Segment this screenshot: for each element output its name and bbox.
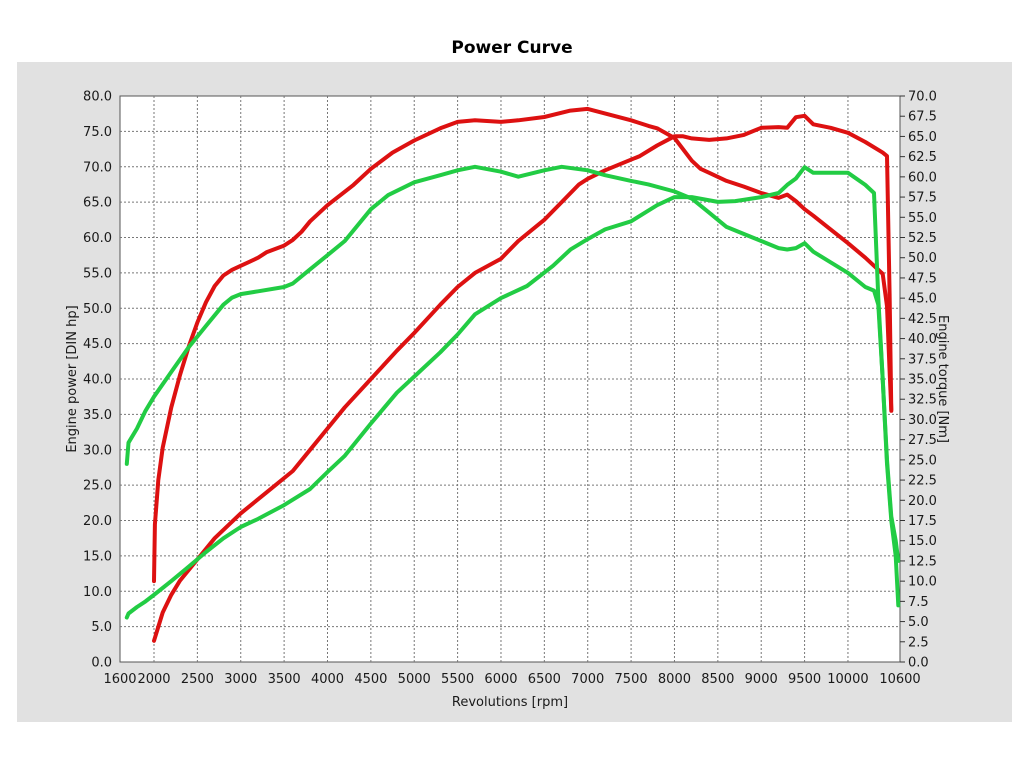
right-y-tick-label: 62.5: [908, 150, 937, 165]
x-tick-label: 5000: [398, 672, 431, 687]
left-y-tick-label: 25.0: [83, 479, 112, 494]
x-tick-label: 7500: [615, 672, 648, 687]
left-y-tick-label: 15.0: [83, 549, 112, 564]
x-axis-ticks: 1600 2000 2500 3000 3500 4000 4500 5000 5500 6000…: [103, 672, 920, 687]
right-y-tick-label: 22.5: [908, 474, 937, 489]
x-tick-label: 7000: [571, 672, 604, 687]
x-tick-label: 10000: [827, 672, 868, 687]
right-y-tick-label: 47.5: [908, 271, 937, 286]
grid-lines: [120, 96, 900, 662]
right-y-tick-label: 70.0: [908, 90, 937, 105]
series-line-1: [152, 106, 894, 584]
left-y-axis-label: Engine power [DIN hp]: [65, 305, 80, 452]
right-y-tick-label: 5.0: [908, 615, 929, 630]
left-y-tick-label: 5.0: [91, 620, 112, 635]
x-tick-label: 1600: [103, 672, 136, 687]
chart-panel: 1600 2000 2500 3000 3500 4000 4500 5000 5500 6000…: [17, 62, 1012, 722]
right-y-tick-label: 15.0: [908, 534, 937, 549]
right-y-tick-label: 32.5: [908, 393, 937, 408]
left-y-tick-label: 60.0: [83, 231, 112, 246]
data-series: [124, 106, 901, 643]
left-y-tick-label: 65.0: [83, 196, 112, 211]
right-y-tick-label: 35.0: [908, 373, 937, 388]
x-tick-label: 2000: [137, 672, 170, 687]
x-tick-label: 6500: [528, 672, 561, 687]
x-tick-label: 3000: [224, 672, 257, 687]
right-y-tick-label: 57.5: [908, 191, 937, 206]
right-y-axis-ticks: 0.0 2.5 5.0 7.5 10.0 12.5 15.0 17.5 20.0 22.5 25.0…: [900, 90, 937, 671]
right-y-tick-label: 20.0: [908, 494, 937, 509]
right-y-tick-label: 55.0: [908, 211, 937, 226]
x-tick-label: 4000: [311, 672, 344, 687]
x-tick-label: 5500: [441, 672, 474, 687]
x-tick-label: 6000: [484, 672, 517, 687]
x-tick-label: 8500: [701, 672, 734, 687]
right-y-tick-label: 12.5: [908, 554, 937, 569]
right-y-tick-label: 50.0: [908, 251, 937, 266]
left-y-tick-label: 75.0: [83, 125, 112, 140]
chart-title: Power Curve: [451, 38, 573, 58]
right-y-tick-label: 40.0: [908, 332, 937, 347]
right-y-tick-label: 10.0: [908, 575, 937, 590]
left-y-tick-label: 70.0: [83, 160, 112, 175]
left-y-tick-label: 10.0: [83, 585, 112, 600]
left-y-tick-label: 55.0: [83, 266, 112, 281]
right-y-tick-label: 45.0: [908, 292, 937, 307]
x-tick-label: 2500: [181, 672, 214, 687]
right-y-tick-label: 67.5: [908, 110, 937, 125]
right-y-tick-label: 27.5: [908, 433, 937, 448]
x-tick-label: 8000: [658, 672, 691, 687]
x-tick-label: 4500: [354, 672, 387, 687]
right-y-tick-label: 37.5: [908, 352, 937, 367]
x-tick-label: 9000: [745, 672, 778, 687]
left-y-tick-label: 30.0: [83, 443, 112, 458]
series-line-2: [152, 113, 894, 643]
right-y-tick-label: 0.0: [908, 656, 929, 671]
right-y-axis-label: Engine torque [Nm]: [935, 315, 950, 443]
right-y-tick-label: 25.0: [908, 453, 937, 468]
right-y-tick-label: 52.5: [908, 231, 937, 246]
right-y-tick-label: 42.5: [908, 312, 937, 327]
left-y-tick-label: 20.0: [83, 514, 112, 529]
right-y-tick-label: 60.0: [908, 170, 937, 185]
left-y-tick-label: 0.0: [91, 656, 112, 671]
x-axis-label: Revolutions [rpm]: [452, 695, 568, 710]
left-y-tick-label: 35.0: [83, 408, 112, 423]
x-tick-label: 10600: [879, 672, 920, 687]
series-line-4: [124, 165, 901, 620]
right-y-tick-label: 7.5: [908, 595, 929, 610]
right-y-tick-label: 30.0: [908, 413, 937, 428]
left-y-tick-label: 50.0: [83, 302, 112, 317]
left-y-axis-ticks: 0.0 5.0 10.0 15.0 20.0 25.0 30.0 35.0 40.0 45.0 50…: [83, 90, 112, 671]
left-y-tick-label: 40.0: [83, 373, 112, 388]
power-curve-chart: 1600 2000 2500 3000 3500 4000 4500 5000 5500 6000…: [65, 90, 950, 711]
right-y-tick-label: 17.5: [908, 514, 937, 529]
right-y-tick-label: 2.5: [908, 635, 929, 650]
x-tick-label: 9500: [788, 672, 821, 687]
x-tick-label: 3500: [268, 672, 301, 687]
right-y-tick-label: 65.0: [908, 130, 937, 145]
left-y-tick-label: 45.0: [83, 337, 112, 352]
left-y-tick-label: 80.0: [83, 90, 112, 105]
series-line-3: [124, 164, 901, 608]
